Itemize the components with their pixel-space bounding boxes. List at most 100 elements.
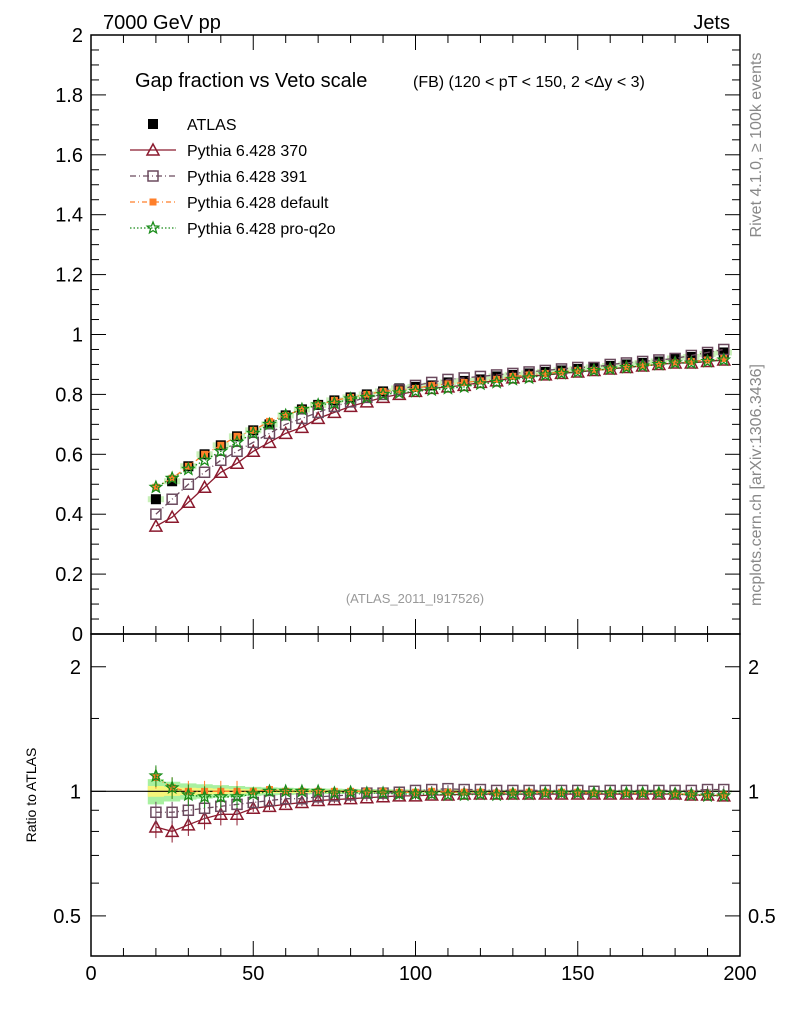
legend-item: Pythia 6.428 370 — [130, 142, 307, 160]
legend-marker — [148, 119, 158, 129]
ratio-ylabel: Ratio to ATLAS — [23, 748, 39, 843]
data-point — [554, 785, 569, 800]
data-point — [265, 417, 273, 425]
data-point — [279, 418, 292, 431]
data-point — [472, 786, 488, 801]
data-point — [263, 794, 276, 807]
ratio-ytick-label: 1 — [70, 781, 81, 803]
mcplots-label: mcplots.cern.ch [arXiv:1306.3436] — [748, 364, 765, 606]
data-point — [326, 785, 342, 800]
data-point — [359, 389, 375, 404]
data-point — [704, 356, 712, 364]
data-point — [330, 396, 338, 404]
data-point — [505, 371, 521, 386]
data-point — [184, 462, 192, 470]
data-point — [249, 426, 257, 434]
data-point — [164, 509, 180, 523]
data-point — [213, 443, 229, 458]
data-point — [229, 434, 245, 449]
data-point — [278, 783, 294, 798]
data-point — [148, 819, 164, 833]
ratio-xtick-label: 100 — [399, 963, 432, 985]
main-ytick-label: 2 — [72, 25, 83, 47]
data-point — [700, 788, 715, 803]
data-point — [294, 419, 310, 434]
data-point — [180, 787, 196, 802]
ratio-ytick-label: 2 — [70, 657, 81, 679]
data-point — [521, 370, 537, 385]
main-panel: 0 0.2 0.4 0.6 0.8 1 1.2 1.4 1.6 1.8 2 Gap fraction… — [55, 25, 741, 646]
legend-marker — [145, 142, 161, 156]
data-point — [716, 788, 732, 803]
data-point — [278, 425, 293, 440]
data-point — [521, 786, 537, 801]
data-point — [619, 785, 634, 800]
data-point — [198, 466, 211, 479]
ratio-ytick-label-right: 2 — [748, 657, 759, 679]
data-point — [683, 787, 699, 802]
legend-label: Pythia 6.428 pro-q2o — [187, 221, 336, 238]
data-point — [245, 443, 261, 458]
data-point — [197, 789, 212, 804]
data-point — [635, 785, 651, 800]
data-point — [619, 359, 634, 374]
data-point — [245, 425, 261, 440]
data-point — [326, 395, 342, 410]
main-series-layer — [148, 343, 732, 532]
data-point — [262, 783, 277, 798]
data-point — [472, 376, 488, 391]
data-point — [687, 357, 695, 365]
data-point — [213, 806, 229, 821]
data-point — [424, 786, 440, 801]
series-line — [155, 348, 724, 515]
legend-item: Pythia 6.428 pro-q2o — [130, 220, 336, 238]
data-point — [197, 452, 212, 467]
data-point — [375, 785, 391, 800]
series-pythia-6-428-default — [152, 354, 728, 491]
data-point — [476, 377, 484, 385]
series-line — [155, 359, 724, 488]
data-point — [667, 355, 683, 370]
ratio-xtick-label: 50 — [242, 963, 264, 985]
data-point — [213, 464, 229, 479]
ratio-series-layer — [148, 765, 732, 843]
data-point — [262, 434, 277, 449]
ratio-ytick-label: 0.5 — [53, 906, 81, 928]
data-point — [440, 787, 456, 802]
data-point — [408, 786, 423, 801]
data-point — [489, 374, 505, 389]
data-point — [363, 390, 371, 398]
data-point — [574, 366, 582, 374]
data-point — [716, 352, 732, 367]
data-point — [263, 427, 276, 440]
data-point — [489, 787, 505, 802]
legend-label: Pythia 6.428 391 — [187, 169, 307, 186]
data-point — [181, 494, 196, 508]
data-point — [700, 353, 715, 368]
legend-item: Pythia 6.428 default — [130, 195, 329, 212]
legend: ATLAS Pythia 6.428 370 Pythia 6.428 391 Pyt… — [130, 117, 336, 238]
series-line — [155, 788, 724, 813]
data-point — [590, 366, 598, 374]
data-point — [379, 387, 387, 395]
data-point — [412, 384, 419, 392]
series-pythia-6-428-pro-q2o — [148, 352, 732, 494]
main-ytick-label: 0.4 — [55, 504, 83, 526]
main-ytick-label: 1.6 — [55, 145, 83, 167]
data-point — [424, 382, 440, 397]
legend-item: ATLAS — [148, 117, 237, 134]
data-point — [245, 786, 261, 801]
data-point — [505, 786, 521, 801]
data-point — [180, 461, 196, 476]
data-point — [164, 470, 180, 485]
data-point — [296, 412, 308, 425]
data-point — [197, 810, 212, 825]
data-point — [509, 372, 517, 380]
main-ytick-label: 0.6 — [55, 444, 83, 466]
data-point — [440, 380, 456, 395]
legend-marker — [149, 198, 157, 206]
data-point — [213, 789, 229, 804]
ratio-ytick-label-right: 0.5 — [748, 906, 776, 928]
main-ytick-label: 0 — [72, 624, 83, 646]
